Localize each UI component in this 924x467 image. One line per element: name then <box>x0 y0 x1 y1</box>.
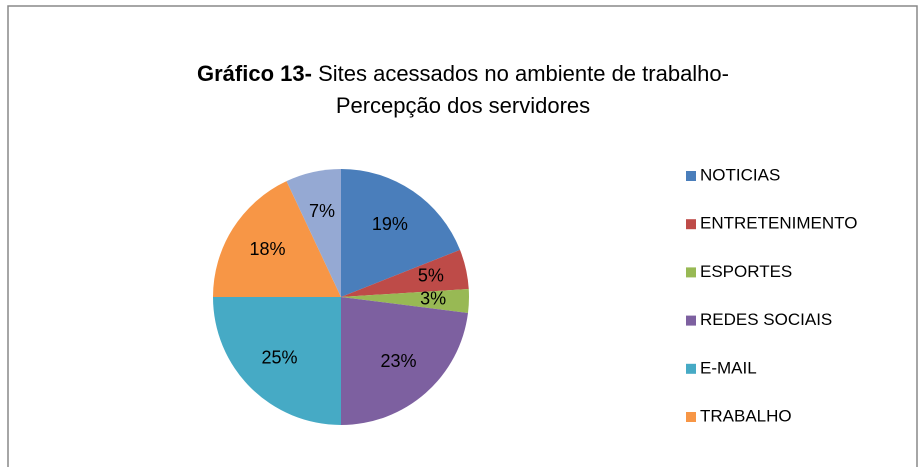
legend-swatch <box>686 315 696 326</box>
pie-slice <box>213 181 341 297</box>
legend-label: E-MAIL <box>700 358 757 377</box>
legend-label: ESPORTES <box>700 262 792 281</box>
pie-slice <box>341 288 470 314</box>
pie-slice <box>213 297 341 425</box>
legend-swatch <box>686 267 696 278</box>
data-label: 7% <box>309 201 335 221</box>
pie-slice <box>341 297 468 425</box>
data-label: 18% <box>249 239 285 259</box>
title-prefix: Gráfico 13- <box>197 61 312 86</box>
legend-label: TRABALHO <box>700 406 792 425</box>
legend-label: REDES SOCIAIS <box>700 310 832 329</box>
data-label: 25% <box>261 347 297 367</box>
title-line: Sites acessados no ambiente de trabalho- <box>318 61 729 86</box>
chart-title: Gráfico 13- Sites acessados no ambiente … <box>197 61 729 86</box>
data-label: 3% <box>420 289 446 309</box>
legend-label: NOTICIAS <box>700 165 780 184</box>
legend-swatch <box>686 171 696 181</box>
chart-frame <box>7 5 918 467</box>
data-label: 5% <box>418 266 444 286</box>
data-label: 19% <box>372 214 408 234</box>
legend-swatch <box>686 363 696 374</box>
legend-swatch <box>686 219 696 230</box>
legend-label: ENTRETENIMENTO <box>700 214 857 233</box>
data-label: 23% <box>381 351 417 371</box>
title-line: Percepção dos servidores <box>336 93 590 118</box>
pie-slice <box>286 169 341 297</box>
pie-slice <box>341 169 461 297</box>
legend-swatch <box>686 412 696 422</box>
pie-slice <box>341 249 469 297</box>
